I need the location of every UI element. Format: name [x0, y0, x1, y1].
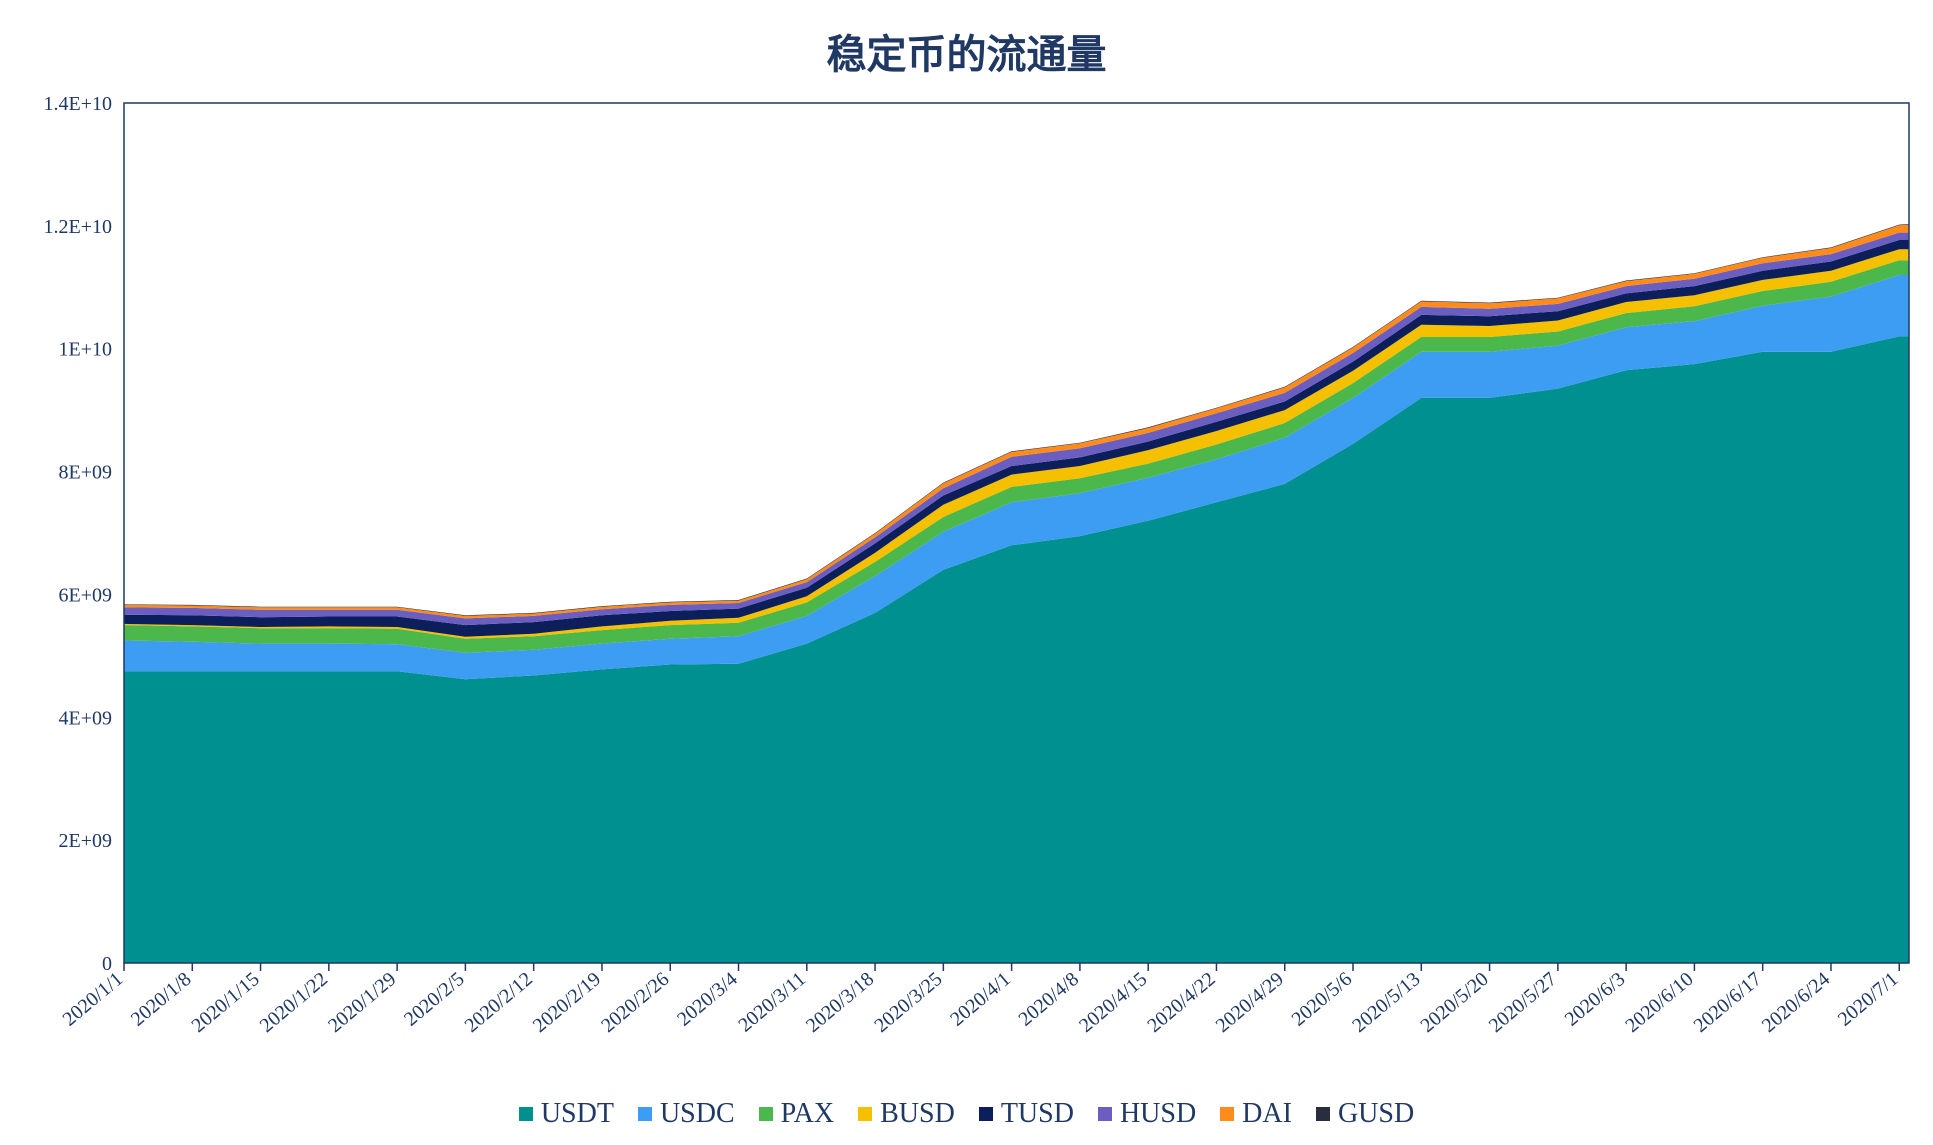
x-tick-label: 2020/3/25	[870, 968, 946, 1037]
x-tick-label: 2020/2/26	[597, 968, 673, 1037]
legend-label: USDT	[540, 1098, 614, 1129]
x-tick-label: 2020/1/29	[324, 968, 400, 1037]
x-tick-label: 2020/5/6	[1288, 968, 1357, 1031]
x-tick-label: 2020/4/8	[1014, 968, 1083, 1031]
area-series-husd	[124, 232, 1909, 626]
x-tick-label: 2020/1/15	[187, 968, 263, 1037]
x-tick-label: 2020/6/17	[1690, 968, 1766, 1037]
legend-item-husd: HUSD	[1097, 1098, 1197, 1130]
legend-label: GUSD	[1337, 1098, 1415, 1129]
legend-item-gusd: GUSD	[1315, 1098, 1415, 1130]
x-axis: 2020/1/1 2020/1/82020/1/152020/1/222020/1…	[59, 963, 1903, 1037]
x-tick-label: 2020/1/1	[59, 968, 128, 1031]
legend-swatch	[637, 1107, 652, 1121]
area-series-usdt	[124, 336, 1909, 963]
y-tick-label: 1.2E+10	[44, 216, 113, 238]
y-tick-label: 2E+09	[59, 830, 113, 852]
legend-swatch	[1097, 1107, 1112, 1121]
legend-item-dai: DAI	[1220, 1098, 1292, 1130]
legend-label: HUSD	[1119, 1098, 1197, 1129]
x-tick-label: 2020/3/4	[673, 968, 742, 1031]
y-tick-label: 1E+10	[59, 339, 113, 361]
legend-label: BUSD	[880, 1098, 955, 1129]
area-series-usdc	[124, 275, 1909, 680]
chart-legend: USDT USDC PAX BUSD TUSD HUSD DAI GUSD	[0, 1098, 1933, 1130]
x-tick-label: 2020/1/8	[127, 968, 196, 1031]
x-tick-label: 2020/3/11	[734, 968, 810, 1037]
plot-area-frame	[123, 102, 1910, 964]
legend-label: USDC	[659, 1098, 735, 1129]
x-tick-label: 2020/2/12	[461, 968, 537, 1037]
area-series-pax	[124, 260, 1909, 653]
x-tick-label: 2020/6/24	[1758, 968, 1834, 1037]
legend-swatch	[858, 1107, 873, 1121]
legend-item-usdt: USDT	[518, 1098, 614, 1130]
legend-item-usdc: USDC	[637, 1098, 735, 1130]
legend-swatch	[758, 1107, 773, 1121]
x-tick-label: 2020/2/19	[529, 968, 605, 1037]
legend-item-pax: PAX	[758, 1098, 835, 1130]
x-tick-label: 2020/4/1	[946, 968, 1015, 1031]
x-tick-label: 2020/6/3	[1561, 968, 1630, 1031]
legend-swatch	[1315, 1107, 1330, 1121]
legend-label: DAI	[1242, 1098, 1292, 1129]
x-tick-label: 2020/5/20	[1417, 968, 1493, 1037]
area-series-tusd	[124, 240, 1909, 637]
legend-item-tusd: TUSD	[978, 1098, 1074, 1130]
x-tick-label: 2020/4/22	[1143, 968, 1219, 1037]
legend-swatch	[1220, 1107, 1235, 1121]
chart-title: 稳定币的流通量	[826, 31, 1107, 78]
x-tick-label: 2020/6/10	[1621, 968, 1697, 1037]
legend-label: PAX	[780, 1098, 835, 1129]
y-tick-label: 8E+09	[59, 462, 113, 484]
y-tick-label: 4E+09	[59, 707, 113, 729]
legend-item-busd: BUSD	[858, 1098, 955, 1130]
area-series-group	[124, 224, 1909, 963]
x-tick-label: 2020/5/27	[1485, 968, 1561, 1037]
x-tick-label: 2020/7/1	[1834, 968, 1903, 1031]
x-tick-label: 2020/5/13	[1348, 968, 1424, 1037]
y-axis: 0 2E+09 4E+09 6E+09 8E+09 1E+10 1.2E+10 1.4E+10	[44, 93, 113, 975]
legend-swatch	[978, 1107, 993, 1121]
x-tick-label: 2020/4/15	[1075, 968, 1151, 1037]
legend-label: TUSD	[1000, 1098, 1074, 1129]
area-series-busd	[124, 249, 1909, 639]
legend-swatch	[518, 1107, 533, 1121]
x-tick-label: 2020/1/22	[256, 968, 332, 1037]
x-tick-label: 2020/4/29	[1212, 968, 1288, 1037]
y-tick-label: 6E+09	[59, 584, 113, 606]
x-tick-label: 2020/2/5	[400, 968, 469, 1031]
y-tick-label: 1.4E+10	[44, 93, 113, 115]
y-tick-label: 0	[102, 953, 112, 975]
x-tick-label: 2020/3/18	[802, 968, 878, 1037]
